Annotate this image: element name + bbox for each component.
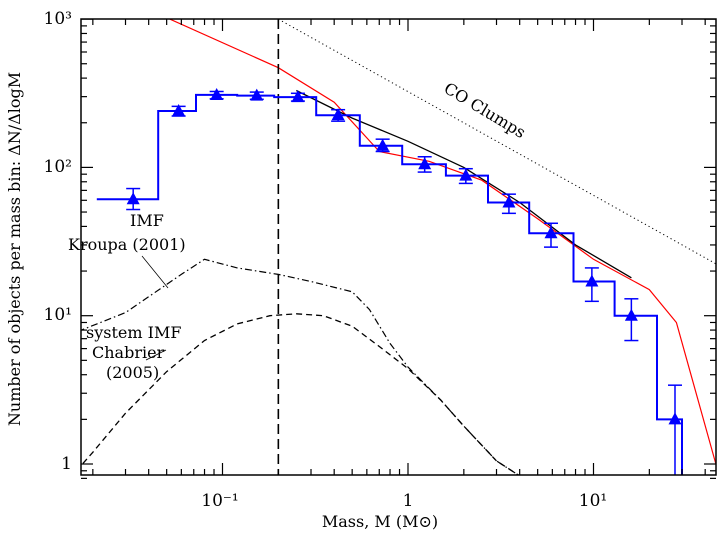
triangle-marker xyxy=(418,157,432,170)
data-point-1 xyxy=(171,104,186,117)
y-tick-label-0: 1 xyxy=(61,454,72,474)
y-axis-label: Number of objects per mass bin: ΔN/ΔlogM xyxy=(5,72,24,426)
triangle-marker xyxy=(250,88,264,101)
triangle-marker xyxy=(126,192,140,205)
data-point-0 xyxy=(126,187,141,211)
x-tick-label-1: 1 xyxy=(403,491,414,511)
data-point-9 xyxy=(501,193,516,215)
triangle-marker xyxy=(668,412,682,425)
triangle-marker xyxy=(624,308,638,321)
triangle-marker xyxy=(459,168,473,181)
triangle-marker xyxy=(376,138,390,151)
annotation-system-imf: system IMF xyxy=(86,323,181,342)
triangle-marker xyxy=(502,195,516,208)
triangle-marker xyxy=(210,87,224,100)
chabrier-leader-line xyxy=(145,349,167,361)
annotation-year-2005: (2005) xyxy=(106,363,159,382)
data-point-8 xyxy=(458,167,473,185)
triangle-marker xyxy=(291,90,305,103)
chabrier-imf-dashed-curve xyxy=(81,313,520,475)
data-point-5 xyxy=(331,108,346,122)
y-tick-label-1: 10¹ xyxy=(44,305,72,325)
x-axis-label: Mass, M (M⊙) xyxy=(322,512,438,531)
x-tick-label-0: 10⁻¹ xyxy=(201,491,238,511)
data-point-10 xyxy=(543,222,558,248)
tick-layer xyxy=(81,18,716,479)
red-fit-line xyxy=(169,19,716,467)
data-point-11 xyxy=(584,267,599,303)
triangle-marker xyxy=(331,108,345,121)
annotation-chabrier: Chabrier xyxy=(92,343,165,362)
data-point-6 xyxy=(375,138,390,153)
data-point-7 xyxy=(417,155,432,173)
triangle-marker xyxy=(172,104,186,117)
kroupa-leader-line xyxy=(141,255,169,289)
data-point-12 xyxy=(624,298,639,342)
plot-frame xyxy=(80,18,717,476)
black-fit-line xyxy=(296,89,632,279)
annotation-co-clumps: CO Clumps xyxy=(441,79,529,143)
blue-histogram xyxy=(96,93,683,475)
annotation-imf: IMF xyxy=(130,211,164,230)
plot-layer xyxy=(81,19,716,475)
data-point-3 xyxy=(249,88,264,101)
y-tick-label-2: 10² xyxy=(44,157,72,177)
data-point-4 xyxy=(290,90,305,103)
y-tick-label-3: 10³ xyxy=(44,9,72,29)
x-tick-label-2: 10¹ xyxy=(579,491,607,511)
data-point-2 xyxy=(209,87,224,100)
data-point-13 xyxy=(667,384,682,475)
triangle-marker xyxy=(585,274,599,287)
triangle-marker xyxy=(544,226,558,239)
co-clumps-dotted-line xyxy=(278,19,716,265)
annotation-kroupa: Kroupa (2001) xyxy=(68,235,186,254)
